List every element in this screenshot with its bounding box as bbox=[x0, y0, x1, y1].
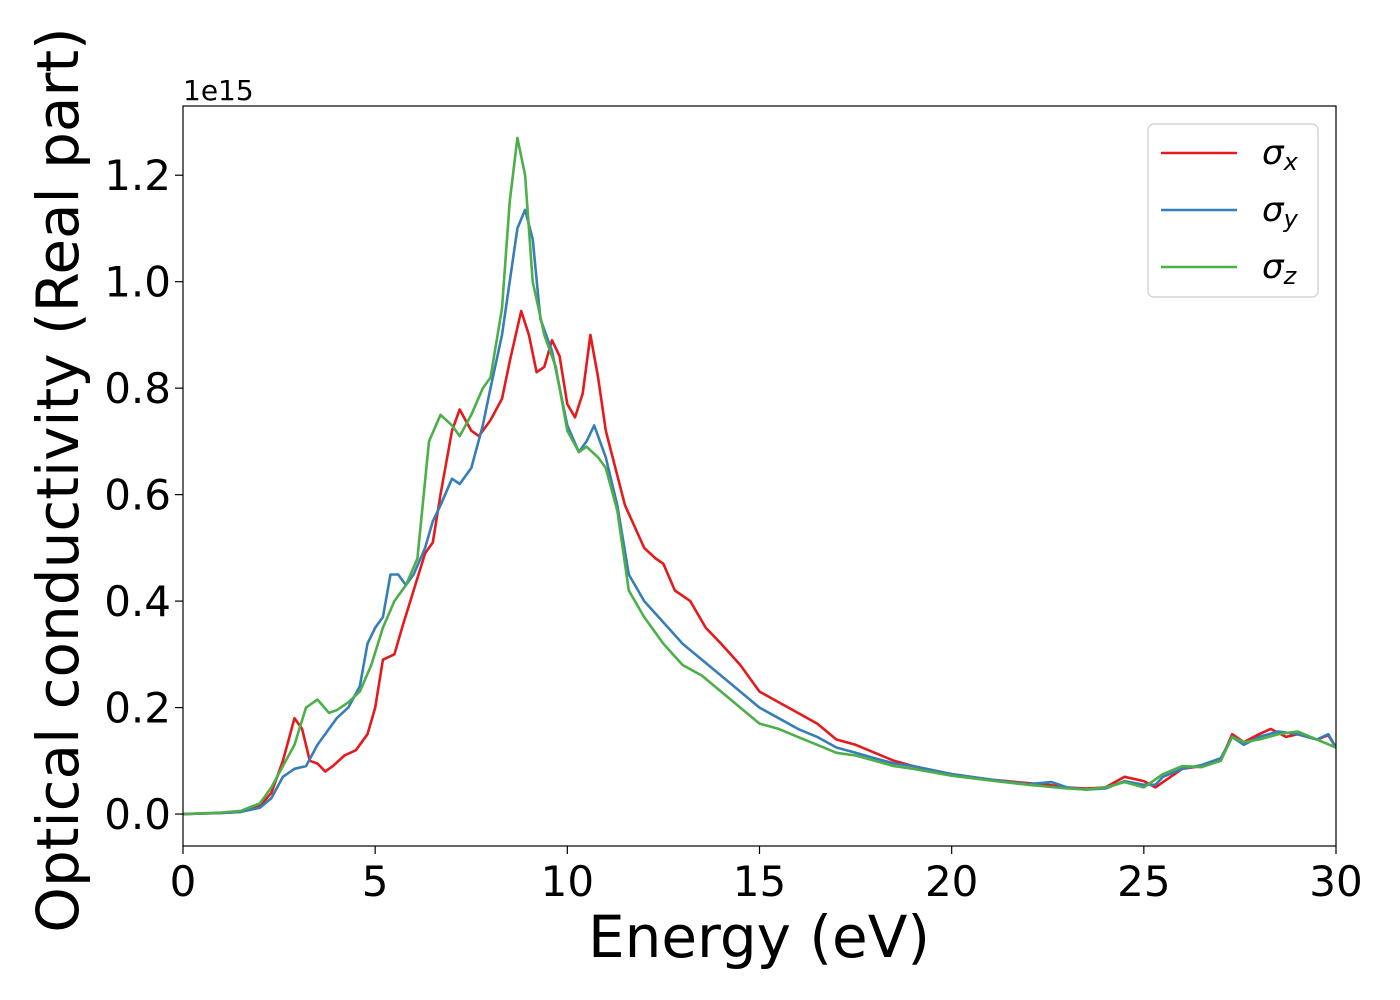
y-tick-label: 0.4 bbox=[104, 577, 171, 626]
y-tick-label: 0.0 bbox=[104, 790, 171, 839]
y-offset-label: 1e15 bbox=[183, 74, 254, 107]
x-tick-label: 20 bbox=[925, 857, 978, 906]
x-tick-label: 15 bbox=[733, 857, 786, 906]
series-lines bbox=[183, 136, 1336, 816]
legend-label-y: σy bbox=[1262, 190, 1299, 233]
y-tick-label: 0.2 bbox=[104, 684, 171, 733]
x-tick-label: 25 bbox=[1117, 857, 1170, 906]
x-tick-label: 30 bbox=[1309, 857, 1362, 906]
x-axis-title: Energy (eV) bbox=[588, 903, 930, 971]
series-line-y bbox=[183, 208, 1336, 816]
series-line-z bbox=[183, 136, 1336, 816]
y-tick-label: 1.0 bbox=[104, 258, 171, 307]
x-axis-ticks: 0 5 10 15 20 25 30 bbox=[170, 846, 1363, 906]
y-tick-label: 1.2 bbox=[104, 151, 171, 200]
series-line-x bbox=[183, 309, 1336, 816]
y-axis-title: Optical conductivity (Real part) bbox=[24, 27, 92, 932]
legend-label-x: σx bbox=[1262, 133, 1299, 176]
y-tick-label: 0.6 bbox=[104, 471, 171, 520]
y-axis-ticks: 0.0 0.2 0.4 0.6 0.8 1.0 1.2 bbox=[104, 151, 183, 839]
legend: σx σy σz bbox=[1147, 123, 1319, 298]
legend-label-z: σz bbox=[1262, 247, 1298, 290]
x-tick-label: 5 bbox=[362, 857, 389, 906]
y-tick-label: 0.8 bbox=[104, 364, 171, 413]
x-tick-label: 10 bbox=[541, 857, 594, 906]
x-tick-label: 0 bbox=[170, 857, 197, 906]
